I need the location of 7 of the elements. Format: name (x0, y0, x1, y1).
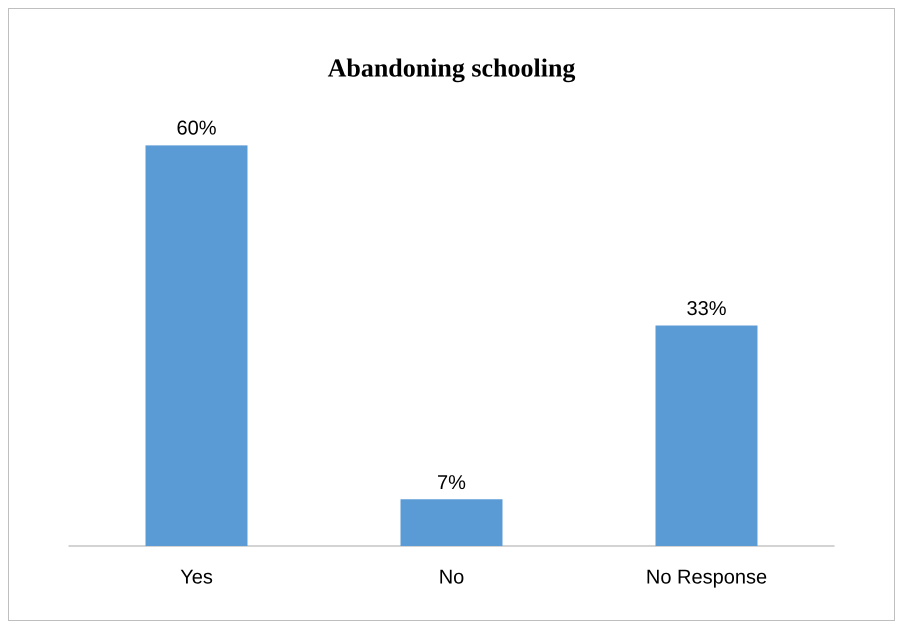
data-label: 33% (686, 298, 727, 320)
x-tick-label: Yes (180, 566, 213, 589)
data-label: 7% (437, 472, 466, 494)
x-tick-label: No (438, 566, 464, 589)
data-label: 60% (176, 118, 217, 140)
x-tick-label: No Response (646, 566, 768, 589)
chart-title: Abandoning schooling (328, 53, 576, 82)
